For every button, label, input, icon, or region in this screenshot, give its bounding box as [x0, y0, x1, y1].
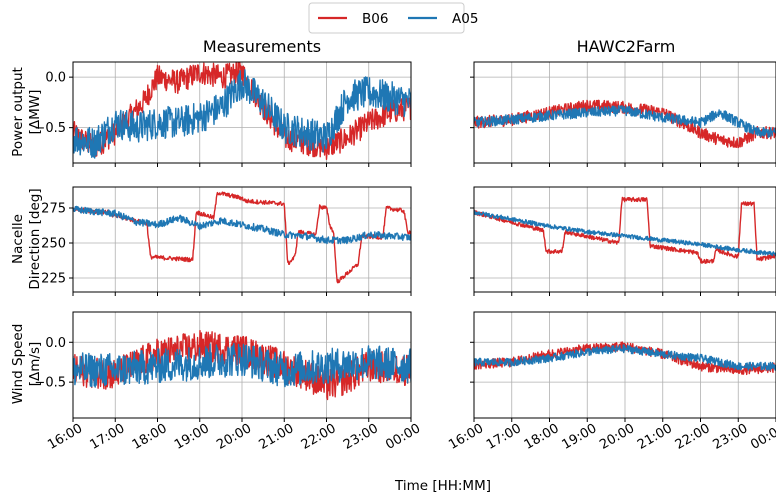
series-line-a05-r2-c0 — [73, 342, 411, 388]
x-tick-label-r2-c1-4: 20:00 — [597, 421, 637, 453]
ylabel-power-line1: Power output — [10, 67, 26, 157]
series-group-r1-c1 — [474, 196, 776, 264]
x-tick-label-r2-c1-7: 23:00 — [711, 421, 751, 453]
y-tick-label-r0-c0-0: 0.0 — [45, 71, 66, 86]
ylabel-nacelle-line2: Direction [deg] — [27, 188, 43, 289]
y-tick-label-r2-c0-0: 0.0 — [45, 336, 66, 351]
x-tick-label-r2-c1-3: 19:00 — [560, 421, 600, 453]
x-tick-label-r2-c1-5: 21:00 — [635, 421, 675, 453]
ylabel-wind-line2: [Δm/s] — [27, 342, 43, 387]
panel-r2-c0: 16:00 17:00 18:00 19:00 20:00 21:00 22:00 23:00… — [34, 311, 423, 453]
panel-r0-c1 — [470, 61, 776, 167]
series-line-b06-r1-c1 — [474, 196, 776, 264]
series-group-r2-c1 — [474, 341, 776, 376]
x-tick-label-r2-c1-6: 22:00 — [673, 421, 713, 453]
ylabel-nacelle: Nacelle Direction [deg] — [10, 188, 43, 289]
panel-r1-c1 — [470, 186, 776, 296]
legend: B06 A05 — [308, 2, 478, 34]
panel-r0-c0: 0.0 −0.5 — [34, 61, 412, 167]
legend-label-b06: B06 — [362, 11, 388, 27]
ylabel-nacelle-line1: Nacelle — [10, 214, 26, 264]
series-group-r0-c1 — [474, 99, 776, 149]
series-line-b06-r0-c0 — [73, 62, 411, 160]
ylabel-wind: Wind Speed [Δm/s] — [10, 324, 43, 405]
series-line-a05-r0-c0 — [73, 69, 411, 159]
y-tick-label-r0-c0-1: −0.5 — [34, 121, 66, 136]
x-tick-label-r2-c0-8: 00:00 — [383, 421, 423, 453]
panel-r2-c1: 16:0017:0018:0019:0020:0021:0022:0023:00… — [446, 311, 776, 453]
x-tick-label-r2-c0-5: 21:00 — [257, 421, 297, 453]
x-tick-label-r2-c0-6: 22:00 — [299, 421, 339, 453]
x-tick-label-r2-c0-3: 19:00 — [172, 421, 212, 453]
x-tick-label-r2-c0-7: 23:00 — [341, 421, 381, 453]
x-tick-label-r2-c1-8: 00:00 — [748, 421, 776, 453]
ylabel-power-line2: [ΔMW] — [27, 90, 43, 135]
series-line-a05-r0-c1 — [474, 105, 776, 138]
x-tick-label-r2-c0-2: 18:00 — [130, 421, 170, 453]
x-tick-label-r2-c1-0: 16:00 — [446, 421, 486, 453]
series-line-a05-r1-c1 — [474, 210, 776, 257]
x-tick-label-r2-c1-2: 18:00 — [522, 421, 562, 453]
series-line-a05-r1-c0 — [73, 205, 411, 245]
x-tick-label-r2-c0-0: 16:00 — [45, 421, 85, 453]
y-tick-label-r2-c0-1: −0.5 — [34, 376, 66, 391]
series-line-a05-r2-c1 — [474, 344, 776, 371]
x-tick-label-r2-c1-1: 17:00 — [484, 421, 524, 453]
column-title-measurements: Measurements — [203, 37, 321, 56]
ylabel-wind-line1: Wind Speed — [10, 324, 26, 405]
series-group-r0-c0 — [73, 62, 411, 160]
x-tick-label-r2-c0-1: 17:00 — [88, 421, 128, 453]
x-tick-label-r2-c0-4: 20:00 — [214, 421, 254, 453]
series-group-r2-c0 — [73, 330, 411, 401]
column-title-hawc2farm: HAWC2Farm — [577, 37, 676, 56]
y-tick-label-r1-c0-2: 225 — [41, 272, 66, 287]
ylabel-power: Power output [ΔMW] — [10, 67, 43, 157]
legend-label-a05: A05 — [452, 11, 478, 27]
series-group-r1-c0 — [73, 191, 411, 284]
y-tick-label-r1-c0-0: 275 — [41, 202, 66, 217]
y-tick-label-r1-c0-1: 250 — [41, 237, 66, 252]
x-axis-label: Time [HH:MM] — [394, 478, 491, 494]
legend-frame — [308, 2, 465, 34]
panel-r1-c0: 275 250 225 — [41, 186, 412, 296]
